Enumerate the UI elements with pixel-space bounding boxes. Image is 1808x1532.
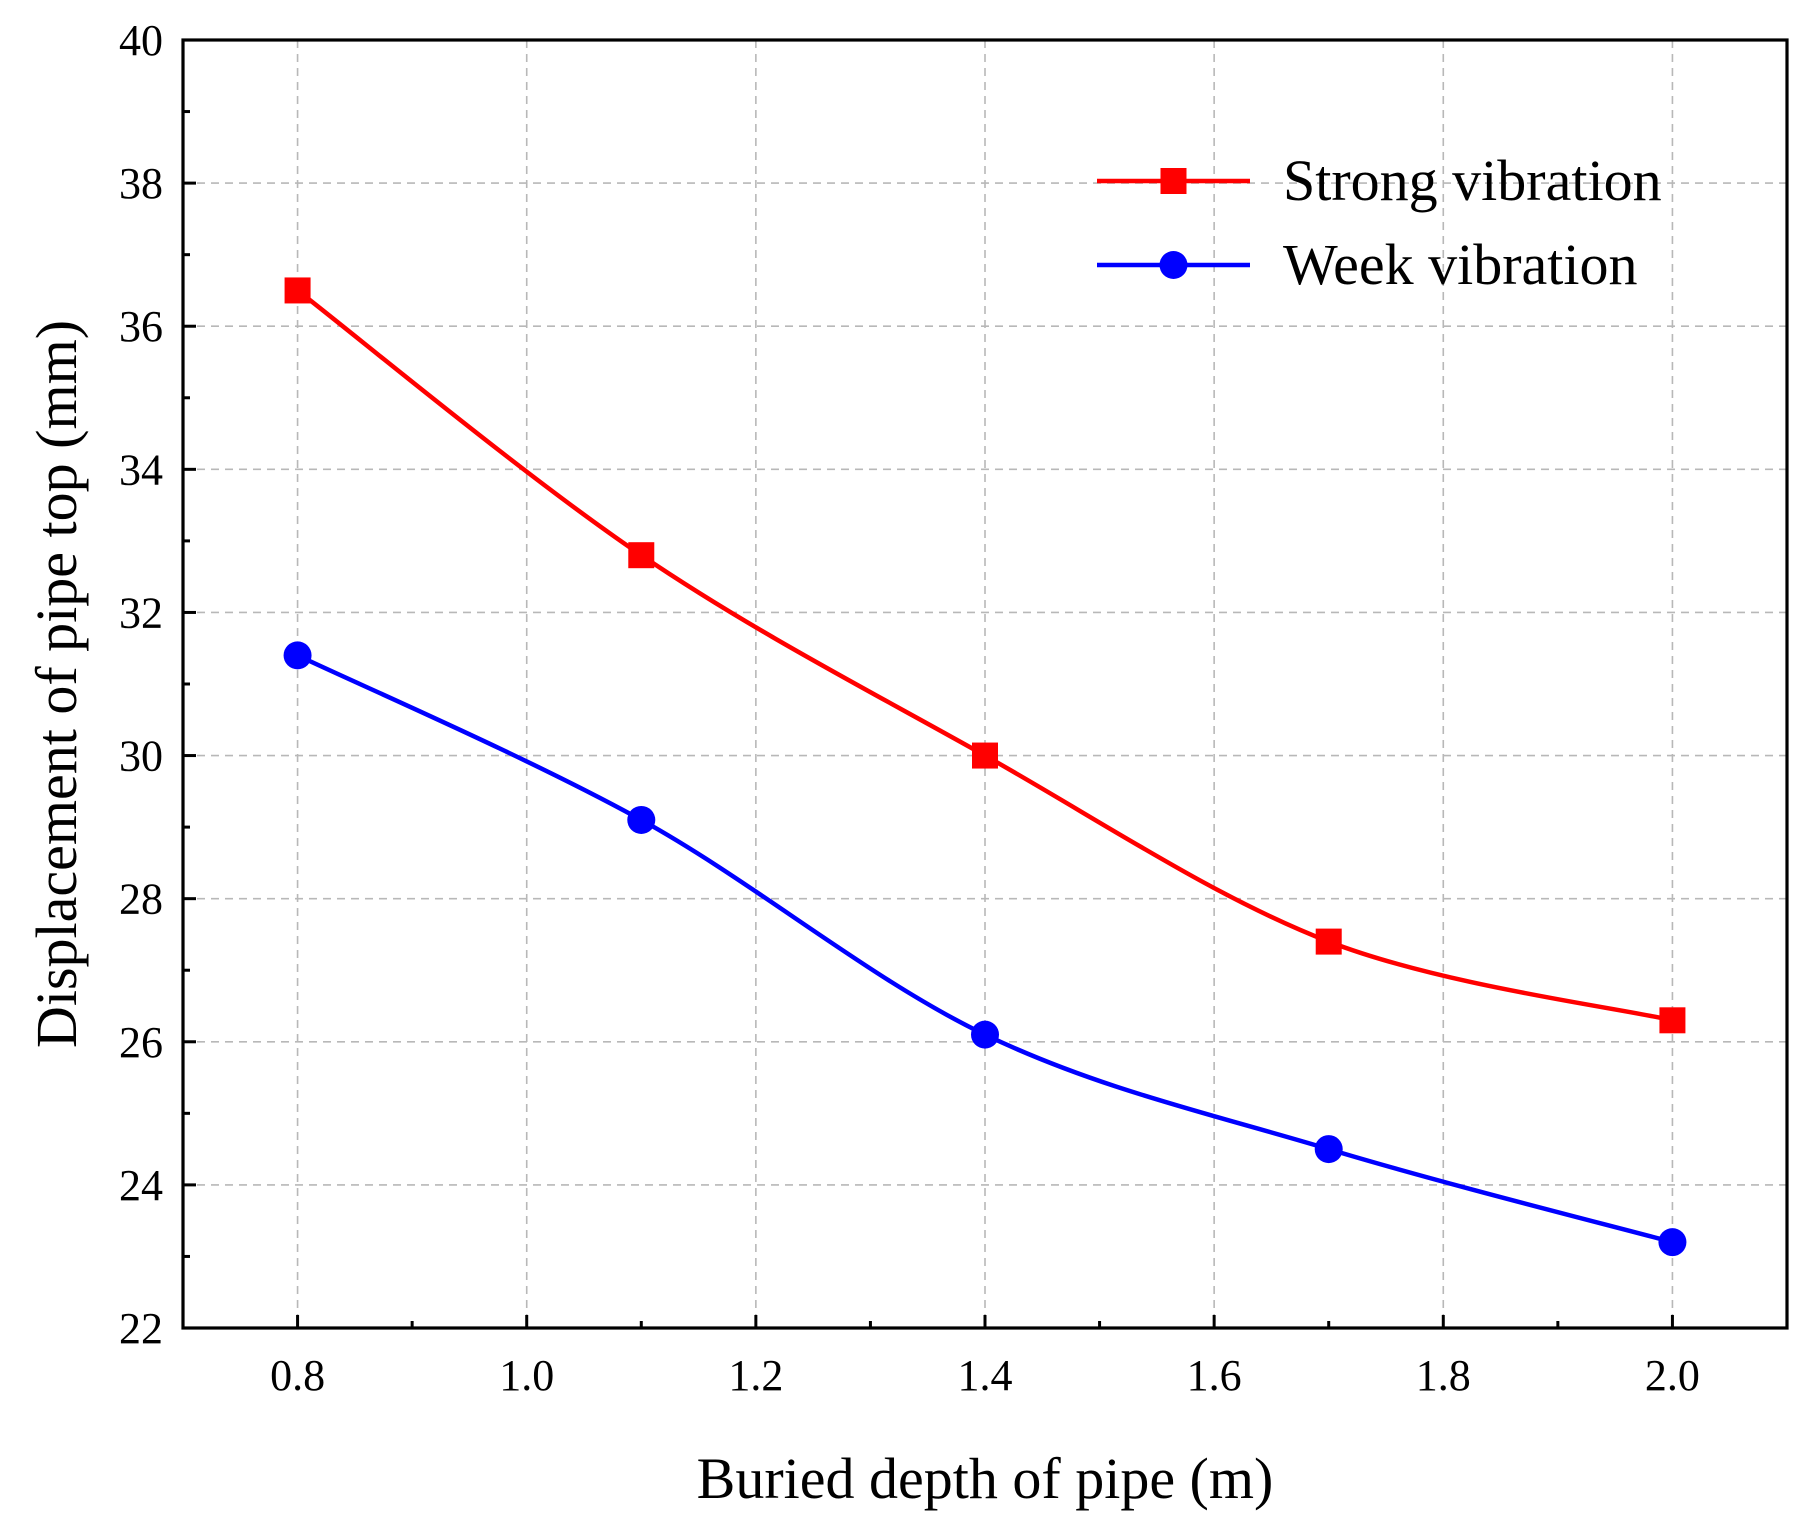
y-tick-label: 40 <box>119 16 163 65</box>
legend-marker-week-vibration <box>1159 251 1188 279</box>
x-tick-label: 1.0 <box>499 1351 554 1400</box>
x-tick-label: 1.8 <box>1416 1351 1471 1400</box>
x-tick-label: 0.8 <box>270 1351 325 1400</box>
series-week-vibration <box>283 641 1687 1257</box>
x-tick-label: 1.4 <box>958 1351 1013 1400</box>
y-axis-tick-labels: 22 24 26 28 30 32 34 36 38 40 <box>119 16 163 1353</box>
data-point-strong-vibration <box>972 742 998 769</box>
data-point-strong-vibration <box>628 542 655 569</box>
x-axis-title: Buried depth of pipe (m) <box>697 1446 1274 1511</box>
data-point-strong-vibration <box>284 277 311 304</box>
data-point-week-vibration <box>1658 1228 1687 1257</box>
y-tick-label: 24 <box>119 1161 163 1210</box>
legend: Strong vibration Week vibration <box>1097 148 1662 297</box>
data-point-week-vibration <box>971 1020 999 1049</box>
y-tick-label: 26 <box>119 1018 163 1067</box>
data-point-week-vibration <box>1314 1135 1343 1164</box>
legend-marker-strong-vibration <box>1160 168 1187 194</box>
series-lines <box>283 277 1687 1257</box>
data-point-week-vibration <box>283 641 312 670</box>
data-point-week-vibration <box>627 805 656 834</box>
y-tick-label: 36 <box>119 302 163 351</box>
data-point-strong-vibration <box>1315 928 1342 955</box>
y-tick-label: 38 <box>119 159 163 208</box>
legend-label-strong-vibration: Strong vibration <box>1283 148 1662 213</box>
y-tick-label: 34 <box>119 445 163 494</box>
legend-item-week-vibration: Week vibration <box>1097 232 1638 297</box>
y-tick-label: 28 <box>119 875 163 924</box>
x-tick-label: 2.0 <box>1645 1351 1700 1400</box>
grid-lines <box>183 40 1787 1328</box>
y-tick-label: 32 <box>119 588 163 637</box>
axis-ticks <box>183 38 1674 1330</box>
y-tick-label: 30 <box>119 732 163 781</box>
x-axis-tick-labels: 0.8 1.0 1.2 1.4 1.6 1.8 2.0 <box>270 1351 1700 1400</box>
y-axis-title: Displacement of pipe top (mm) <box>24 320 89 1048</box>
series-strong-vibration <box>284 277 1686 1034</box>
legend-item-strong-vibration: Strong vibration <box>1097 148 1662 213</box>
x-tick-label: 1.6 <box>1187 1351 1242 1400</box>
x-tick-label: 1.2 <box>728 1351 783 1400</box>
data-point-strong-vibration <box>1659 1007 1686 1034</box>
y-tick-label: 22 <box>119 1304 163 1353</box>
legend-label-week-vibration: Week vibration <box>1283 232 1638 297</box>
